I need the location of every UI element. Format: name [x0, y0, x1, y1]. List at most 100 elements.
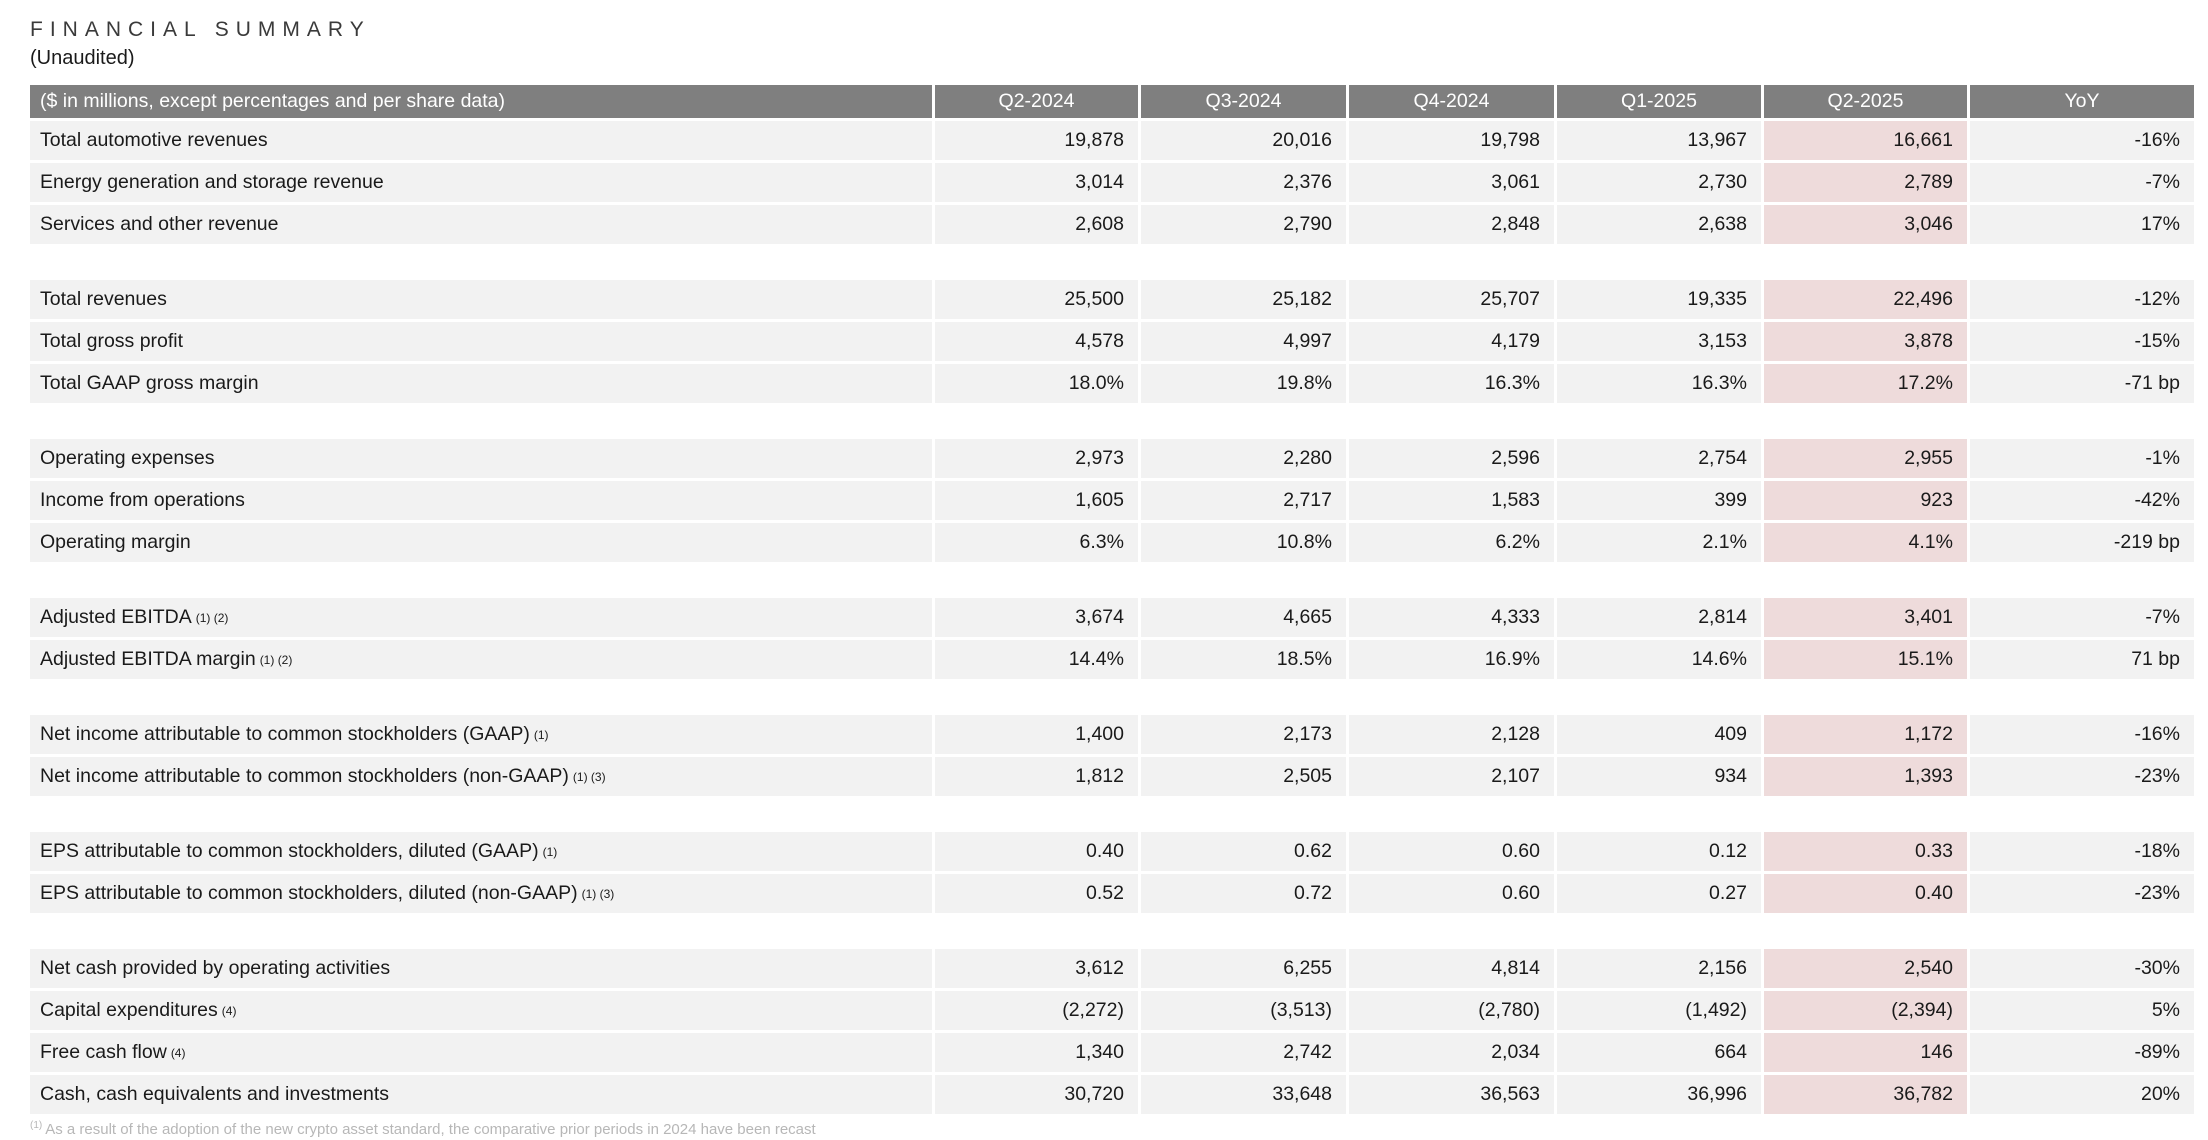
cell-q3-2024: 0.62: [1138, 832, 1346, 871]
cell-yoy: -23%: [1967, 757, 2194, 796]
row-label: Adjusted EBITDA margin (1) (2): [30, 640, 932, 679]
cell-q4-2024: 6.2%: [1346, 523, 1554, 562]
column-header-q2-2025: Q2-2025: [1761, 85, 1967, 118]
cell-q2-2025: 1,172: [1761, 715, 1967, 754]
cell-q1-2025: 14.6%: [1554, 640, 1761, 679]
table-row: Capital expenditures (4) (2,272) (3,513) …: [30, 991, 2194, 1030]
cell-q2-2025: 3,401: [1761, 598, 1967, 637]
row-label: Adjusted EBITDA (1) (2): [30, 598, 932, 637]
table-row: Total automotive revenues 19,878 20,016 …: [30, 121, 2194, 160]
cell-q1-2025: 2.1%: [1554, 523, 1761, 562]
row-label: Services and other revenue: [30, 205, 932, 244]
table-row: Total GAAP gross margin 18.0% 19.8% 16.3…: [30, 364, 2194, 403]
row-label: EPS attributable to common stockholders,…: [30, 832, 932, 871]
cell-q1-2025: 19,335: [1554, 280, 1761, 319]
cell-q1-2025: 0.27: [1554, 874, 1761, 913]
page-title: FINANCIAL SUMMARY: [30, 18, 371, 41]
cell-q1-2025: 409: [1554, 715, 1761, 754]
cell-q4-2024: 2,596: [1346, 439, 1554, 478]
row-label: Net income attributable to common stockh…: [30, 715, 932, 754]
row-label: Total revenues: [30, 280, 932, 319]
cell-q3-2024: 4,997: [1138, 322, 1346, 361]
cell-q3-2024: 2,280: [1138, 439, 1346, 478]
cell-q1-2025: 13,967: [1554, 121, 1761, 160]
cell-q2-2025: 1,393: [1761, 757, 1967, 796]
row-label: Income from operations: [30, 481, 932, 520]
row-label: Operating expenses: [30, 439, 932, 478]
cell-q3-2024: 2,742: [1138, 1033, 1346, 1072]
cell-q4-2024: 3,061: [1346, 163, 1554, 202]
cell-q2-2025: 923: [1761, 481, 1967, 520]
cell-yoy: -71 bp: [1967, 364, 2194, 403]
cell-q4-2024: 2,034: [1346, 1033, 1554, 1072]
table-row: Operating margin 6.3% 10.8% 6.2% 2.1% 4.…: [30, 523, 2194, 562]
row-group: Operating expenses 2,973 2,280 2,596 2,7…: [30, 439, 2194, 562]
cell-q3-2024: 20,016: [1138, 121, 1346, 160]
footnote-text: As a result of the adoption of the new c…: [45, 1121, 816, 1138]
cell-q2-2024: 2,608: [932, 205, 1138, 244]
cell-yoy: -16%: [1967, 715, 2194, 754]
column-header-q4-2024: Q4-2024: [1346, 85, 1554, 118]
table-row: Net cash provided by operating activitie…: [30, 949, 2194, 988]
cell-yoy: -219 bp: [1967, 523, 2194, 562]
financial-summary-page: FINANCIAL SUMMARY (Unaudited) ($ in mill…: [30, 18, 2194, 1114]
cell-q2-2025: 146: [1761, 1033, 1967, 1072]
cell-q2-2025: 0.33: [1761, 832, 1967, 871]
cell-q2-2025: (2,394): [1761, 991, 1967, 1030]
cell-q2-2025: 2,789: [1761, 163, 1967, 202]
cell-yoy: 20%: [1967, 1075, 2194, 1114]
cell-q3-2024: 10.8%: [1138, 523, 1346, 562]
row-group: Net income attributable to common stockh…: [30, 715, 2194, 796]
cell-q2-2024: 1,400: [932, 715, 1138, 754]
cell-q4-2024: 16.3%: [1346, 364, 1554, 403]
cell-yoy: -12%: [1967, 280, 2194, 319]
cell-q3-2024: 2,173: [1138, 715, 1346, 754]
cell-q1-2025: 664: [1554, 1033, 1761, 1072]
cell-q2-2025: 15.1%: [1761, 640, 1967, 679]
cell-q2-2024: 4,578: [932, 322, 1138, 361]
cell-q1-2025: 2,730: [1554, 163, 1761, 202]
row-label: EPS attributable to common stockholders,…: [30, 874, 932, 913]
cell-q1-2025: 2,754: [1554, 439, 1761, 478]
cell-q2-2024: 1,812: [932, 757, 1138, 796]
cell-yoy: -23%: [1967, 874, 2194, 913]
cell-q1-2025: 2,156: [1554, 949, 1761, 988]
cell-q4-2024: 2,107: [1346, 757, 1554, 796]
cell-q1-2025: 2,638: [1554, 205, 1761, 244]
table-row: Total gross profit 4,578 4,997 4,179 3,1…: [30, 322, 2194, 361]
cell-q4-2024: 16.9%: [1346, 640, 1554, 679]
cell-q2-2024: 3,612: [932, 949, 1138, 988]
cell-q2-2024: (2,272): [932, 991, 1138, 1030]
cell-q2-2025: 17.2%: [1761, 364, 1967, 403]
cell-q1-2025: 399: [1554, 481, 1761, 520]
cell-q2-2025: 36,782: [1761, 1075, 1967, 1114]
cell-q4-2024: 1,583: [1346, 481, 1554, 520]
cell-q1-2025: 934: [1554, 757, 1761, 796]
row-label: Operating margin: [30, 523, 932, 562]
table-row: EPS attributable to common stockholders,…: [30, 874, 2194, 913]
footnote-marker: (1): [30, 1120, 43, 1131]
cell-q4-2024: 4,814: [1346, 949, 1554, 988]
cell-q3-2024: 33,648: [1138, 1075, 1346, 1114]
row-group: Adjusted EBITDA (1) (2) 3,674 4,665 4,333…: [30, 598, 2194, 679]
table-row: Operating expenses 2,973 2,280 2,596 2,7…: [30, 439, 2194, 478]
cell-q1-2025: 3,153: [1554, 322, 1761, 361]
row-label: Total GAAP gross margin: [30, 364, 932, 403]
row-label: Total automotive revenues: [30, 121, 932, 160]
table-row: Net income attributable to common stockh…: [30, 757, 2194, 796]
cell-q2-2024: 3,014: [932, 163, 1138, 202]
table-row: Adjusted EBITDA margin (1) (2) 14.4% 18.5…: [30, 640, 2194, 679]
cell-q2-2024: 25,500: [932, 280, 1138, 319]
cell-q2-2025: 0.40: [1761, 874, 1967, 913]
cell-q2-2024: 19,878: [932, 121, 1138, 160]
row-group: Total automotive revenues 19,878 20,016 …: [30, 121, 2194, 244]
cell-q4-2024: 4,333: [1346, 598, 1554, 637]
cell-q4-2024: 4,179: [1346, 322, 1554, 361]
cell-q4-2024: 0.60: [1346, 874, 1554, 913]
table-row: Net income attributable to common stockh…: [30, 715, 2194, 754]
cell-q1-2025: 2,814: [1554, 598, 1761, 637]
table-body: Total automotive revenues 19,878 20,016 …: [30, 121, 2194, 1114]
cell-q3-2024: 2,717: [1138, 481, 1346, 520]
cell-q3-2024: 2,790: [1138, 205, 1346, 244]
cell-q2-2025: 16,661: [1761, 121, 1967, 160]
